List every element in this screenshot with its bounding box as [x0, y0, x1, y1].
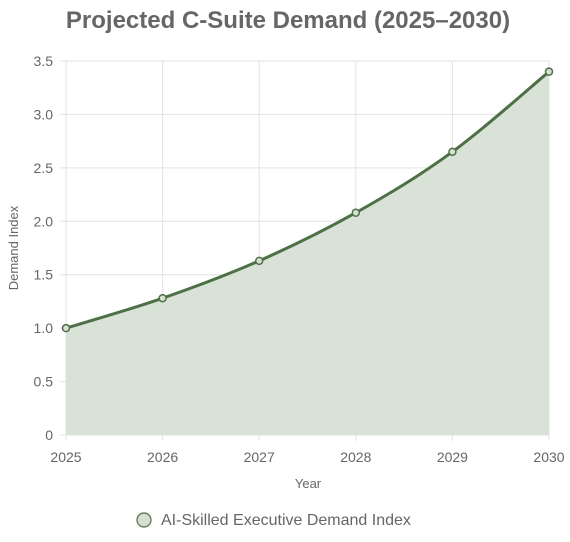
y-tick-label: 2.0 — [34, 213, 54, 229]
y-tick-label: 0.5 — [34, 374, 54, 390]
y-tick-label: 3.5 — [34, 53, 54, 69]
data-point[interactable] — [254, 256, 264, 266]
data-point[interactable] — [351, 208, 361, 217]
x-tick-label: 2028 — [340, 449, 371, 465]
legend[interactable]: AI-Skilled Executive Demand Index — [136, 512, 411, 529]
x-tick-label: 2025 — [50, 449, 81, 465]
x-tick-label: 2029 — [437, 449, 468, 465]
x-tick-label: 2027 — [244, 449, 275, 465]
y-axis-ticks: 0 0.5 1.0 1.5 2.0 2.5 3.0 3.5 — [34, 53, 54, 443]
data-point[interactable] — [544, 67, 554, 76]
data-point[interactable] — [448, 147, 457, 157]
x-axis-title: Year — [295, 476, 322, 491]
data-points-layer — [61, 67, 554, 333]
y-axis-title: Demand Index — [6, 205, 21, 290]
y-tick-label: 0 — [45, 427, 53, 443]
series-line — [64, 70, 551, 330]
y-tick-label: 1.5 — [34, 267, 54, 283]
y-tick-label: 3.0 — [34, 106, 54, 122]
x-tick-label: 2030 — [533, 449, 564, 465]
chart-title: Projected C-Suite Demand (2025–2030) — [66, 7, 510, 34]
data-point[interactable] — [61, 323, 71, 333]
x-axis-ticks: 2025 2026 2027 2028 2029 2030 — [50, 449, 564, 465]
data-point[interactable] — [158, 293, 167, 303]
area-fill-layer — [66, 71, 549, 435]
legend-label: AI-Skilled Executive Demand Index — [161, 512, 411, 529]
y-tick-label: 2.5 — [34, 160, 54, 176]
series-area-fill — [66, 71, 549, 435]
y-tick-label: 1.0 — [34, 320, 54, 336]
x-tick-label: 2026 — [147, 449, 178, 465]
series-line-layer — [64, 70, 551, 330]
legend-marker — [136, 512, 152, 528]
